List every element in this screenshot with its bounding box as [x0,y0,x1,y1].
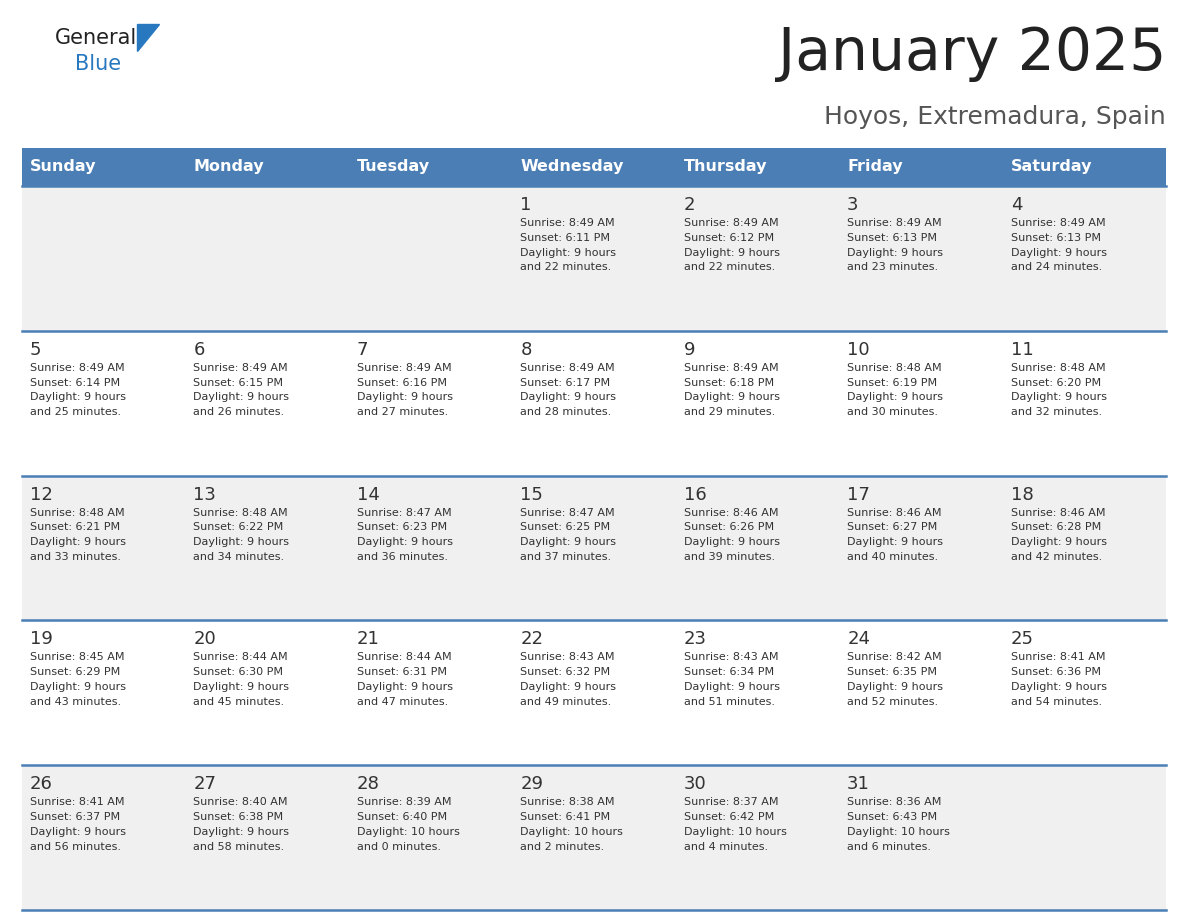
Text: Sunrise: 8:44 AM
Sunset: 6:31 PM
Daylight: 9 hours
and 47 minutes.: Sunrise: 8:44 AM Sunset: 6:31 PM Dayligh… [356,653,453,707]
Text: Sunrise: 8:37 AM
Sunset: 6:42 PM
Daylight: 10 hours
and 4 minutes.: Sunrise: 8:37 AM Sunset: 6:42 PM Dayligh… [684,797,786,852]
Text: 19: 19 [30,631,53,648]
Text: Sunrise: 8:39 AM
Sunset: 6:40 PM
Daylight: 10 hours
and 0 minutes.: Sunrise: 8:39 AM Sunset: 6:40 PM Dayligh… [356,797,460,852]
Text: 17: 17 [847,486,870,504]
Text: Sunrise: 8:46 AM
Sunset: 6:26 PM
Daylight: 9 hours
and 39 minutes.: Sunrise: 8:46 AM Sunset: 6:26 PM Dayligh… [684,508,779,562]
Text: Sunrise: 8:43 AM
Sunset: 6:32 PM
Daylight: 9 hours
and 49 minutes.: Sunrise: 8:43 AM Sunset: 6:32 PM Dayligh… [520,653,617,707]
Text: Sunrise: 8:49 AM
Sunset: 6:12 PM
Daylight: 9 hours
and 22 minutes.: Sunrise: 8:49 AM Sunset: 6:12 PM Dayligh… [684,218,779,273]
Text: 31: 31 [847,775,870,793]
Text: 7: 7 [356,341,368,359]
Text: January 2025: January 2025 [778,25,1165,82]
Text: Sunrise: 8:49 AM
Sunset: 6:16 PM
Daylight: 9 hours
and 27 minutes.: Sunrise: 8:49 AM Sunset: 6:16 PM Dayligh… [356,363,453,417]
Text: Monday: Monday [194,160,264,174]
FancyBboxPatch shape [349,148,512,186]
Text: Saturday: Saturday [1011,160,1092,174]
FancyBboxPatch shape [839,148,1003,186]
Text: Sunrise: 8:43 AM
Sunset: 6:34 PM
Daylight: 9 hours
and 51 minutes.: Sunrise: 8:43 AM Sunset: 6:34 PM Dayligh… [684,653,779,707]
FancyBboxPatch shape [185,148,349,186]
Text: Sunrise: 8:48 AM
Sunset: 6:21 PM
Daylight: 9 hours
and 33 minutes.: Sunrise: 8:48 AM Sunset: 6:21 PM Dayligh… [30,508,126,562]
FancyBboxPatch shape [512,148,676,186]
Text: 1: 1 [520,196,532,214]
Text: Sunrise: 8:38 AM
Sunset: 6:41 PM
Daylight: 10 hours
and 2 minutes.: Sunrise: 8:38 AM Sunset: 6:41 PM Dayligh… [520,797,624,852]
Text: Thursday: Thursday [684,160,767,174]
Text: 14: 14 [356,486,380,504]
FancyBboxPatch shape [676,148,839,186]
Text: 8: 8 [520,341,532,359]
Text: Sunrise: 8:49 AM
Sunset: 6:18 PM
Daylight: 9 hours
and 29 minutes.: Sunrise: 8:49 AM Sunset: 6:18 PM Dayligh… [684,363,779,417]
Text: Sunrise: 8:49 AM
Sunset: 6:15 PM
Daylight: 9 hours
and 26 minutes.: Sunrise: 8:49 AM Sunset: 6:15 PM Dayligh… [194,363,290,417]
Text: Sunrise: 8:49 AM
Sunset: 6:11 PM
Daylight: 9 hours
and 22 minutes.: Sunrise: 8:49 AM Sunset: 6:11 PM Dayligh… [520,218,617,273]
FancyBboxPatch shape [23,621,1165,766]
Text: 4: 4 [1011,196,1022,214]
Polygon shape [137,24,159,51]
Text: General: General [55,28,138,48]
Text: 12: 12 [30,486,53,504]
FancyBboxPatch shape [23,476,1165,621]
Text: 6: 6 [194,341,204,359]
Text: Sunrise: 8:42 AM
Sunset: 6:35 PM
Daylight: 9 hours
and 52 minutes.: Sunrise: 8:42 AM Sunset: 6:35 PM Dayligh… [847,653,943,707]
Text: 10: 10 [847,341,870,359]
Text: 20: 20 [194,631,216,648]
Text: 13: 13 [194,486,216,504]
FancyBboxPatch shape [23,186,1165,330]
Text: Sunrise: 8:49 AM
Sunset: 6:13 PM
Daylight: 9 hours
and 24 minutes.: Sunrise: 8:49 AM Sunset: 6:13 PM Dayligh… [1011,218,1106,273]
FancyBboxPatch shape [1003,148,1165,186]
Text: 16: 16 [684,486,707,504]
Text: 23: 23 [684,631,707,648]
Text: Sunrise: 8:47 AM
Sunset: 6:25 PM
Daylight: 9 hours
and 37 minutes.: Sunrise: 8:47 AM Sunset: 6:25 PM Dayligh… [520,508,617,562]
Text: 22: 22 [520,631,543,648]
Text: Sunrise: 8:41 AM
Sunset: 6:36 PM
Daylight: 9 hours
and 54 minutes.: Sunrise: 8:41 AM Sunset: 6:36 PM Dayligh… [1011,653,1106,707]
Text: 30: 30 [684,775,707,793]
Text: Sunrise: 8:48 AM
Sunset: 6:19 PM
Daylight: 9 hours
and 30 minutes.: Sunrise: 8:48 AM Sunset: 6:19 PM Dayligh… [847,363,943,417]
Text: Sunrise: 8:44 AM
Sunset: 6:30 PM
Daylight: 9 hours
and 45 minutes.: Sunrise: 8:44 AM Sunset: 6:30 PM Dayligh… [194,653,290,707]
Text: Sunrise: 8:48 AM
Sunset: 6:20 PM
Daylight: 9 hours
and 32 minutes.: Sunrise: 8:48 AM Sunset: 6:20 PM Dayligh… [1011,363,1106,417]
Text: Sunrise: 8:41 AM
Sunset: 6:37 PM
Daylight: 9 hours
and 56 minutes.: Sunrise: 8:41 AM Sunset: 6:37 PM Dayligh… [30,797,126,852]
Text: Hoyos, Extremadura, Spain: Hoyos, Extremadura, Spain [824,105,1165,129]
FancyBboxPatch shape [23,766,1165,910]
Text: 9: 9 [684,341,695,359]
Text: Sunrise: 8:40 AM
Sunset: 6:38 PM
Daylight: 9 hours
and 58 minutes.: Sunrise: 8:40 AM Sunset: 6:38 PM Dayligh… [194,797,290,852]
Text: 18: 18 [1011,486,1034,504]
Text: Wednesday: Wednesday [520,160,624,174]
Text: Sunrise: 8:49 AM
Sunset: 6:13 PM
Daylight: 9 hours
and 23 minutes.: Sunrise: 8:49 AM Sunset: 6:13 PM Dayligh… [847,218,943,273]
Text: Sunday: Sunday [30,160,96,174]
Text: Sunrise: 8:36 AM
Sunset: 6:43 PM
Daylight: 10 hours
and 6 minutes.: Sunrise: 8:36 AM Sunset: 6:43 PM Dayligh… [847,797,950,852]
Text: 11: 11 [1011,341,1034,359]
Text: Sunrise: 8:48 AM
Sunset: 6:22 PM
Daylight: 9 hours
and 34 minutes.: Sunrise: 8:48 AM Sunset: 6:22 PM Dayligh… [194,508,290,562]
Text: Tuesday: Tuesday [356,160,430,174]
Text: 24: 24 [847,631,870,648]
Text: Friday: Friday [847,160,903,174]
Text: 21: 21 [356,631,380,648]
Text: 28: 28 [356,775,380,793]
FancyBboxPatch shape [23,148,185,186]
Text: Blue: Blue [75,54,121,74]
Text: Sunrise: 8:46 AM
Sunset: 6:27 PM
Daylight: 9 hours
and 40 minutes.: Sunrise: 8:46 AM Sunset: 6:27 PM Dayligh… [847,508,943,562]
Text: 26: 26 [30,775,53,793]
Text: Sunrise: 8:46 AM
Sunset: 6:28 PM
Daylight: 9 hours
and 42 minutes.: Sunrise: 8:46 AM Sunset: 6:28 PM Dayligh… [1011,508,1106,562]
Text: Sunrise: 8:49 AM
Sunset: 6:14 PM
Daylight: 9 hours
and 25 minutes.: Sunrise: 8:49 AM Sunset: 6:14 PM Dayligh… [30,363,126,417]
Text: 25: 25 [1011,631,1034,648]
Text: Sunrise: 8:45 AM
Sunset: 6:29 PM
Daylight: 9 hours
and 43 minutes.: Sunrise: 8:45 AM Sunset: 6:29 PM Dayligh… [30,653,126,707]
Text: Sunrise: 8:49 AM
Sunset: 6:17 PM
Daylight: 9 hours
and 28 minutes.: Sunrise: 8:49 AM Sunset: 6:17 PM Dayligh… [520,363,617,417]
Text: 15: 15 [520,486,543,504]
Text: 27: 27 [194,775,216,793]
Text: 5: 5 [30,341,42,359]
Text: 29: 29 [520,775,543,793]
Text: 2: 2 [684,196,695,214]
FancyBboxPatch shape [23,330,1165,476]
Text: Sunrise: 8:47 AM
Sunset: 6:23 PM
Daylight: 9 hours
and 36 minutes.: Sunrise: 8:47 AM Sunset: 6:23 PM Dayligh… [356,508,453,562]
Text: 3: 3 [847,196,859,214]
